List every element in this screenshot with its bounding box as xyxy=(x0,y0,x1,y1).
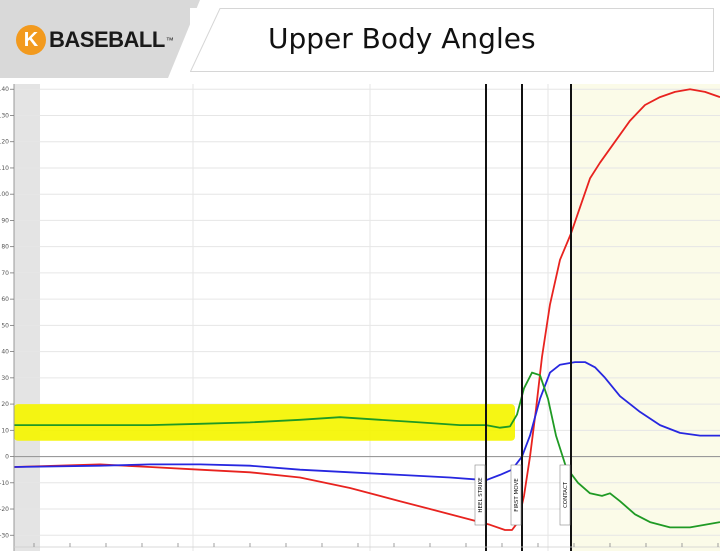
title-panel-frame xyxy=(190,8,714,72)
y-tick-label: 110 xyxy=(0,165,9,172)
chart: HEEL STRIKE FIRST MOVE CONTACT 140 130 120 11… xyxy=(0,84,720,551)
y-tick-label: 140 xyxy=(0,86,9,93)
event-marker-label-box xyxy=(510,464,522,526)
y-tick-label: -10 xyxy=(0,480,9,487)
y-tick-label: -20 xyxy=(0,506,9,513)
event-marker-label: HEEL STRIKE xyxy=(478,477,484,513)
y-tick-label: 0 xyxy=(5,454,9,461)
y-tick-label: 50 xyxy=(1,322,9,329)
logo-text: BASEBALL xyxy=(49,27,165,52)
y-tick-label: 120 xyxy=(0,139,9,146)
page-title: Upper Body Angles xyxy=(268,22,536,55)
y-tick-label: 90 xyxy=(1,217,9,224)
series-line-2 xyxy=(14,371,720,529)
y-tick-label: -30 xyxy=(0,532,9,539)
event-marker-label: CONTACT xyxy=(563,481,569,508)
logo-trademark: ™ xyxy=(165,35,174,45)
y-tick-label: 40 xyxy=(1,349,9,356)
event-marker-label: FIRST MOVE xyxy=(514,478,520,512)
y-tick-label: 10 xyxy=(1,427,9,434)
header: K BASEBALL ™ Upper Body Angles xyxy=(0,0,720,84)
y-tick-label: 60 xyxy=(1,296,9,303)
logo-k-badge: K xyxy=(16,25,46,55)
series-line-1 xyxy=(13,361,720,482)
event-marker-label-box xyxy=(474,464,486,526)
series-line-0 xyxy=(13,88,720,531)
left-band xyxy=(14,84,40,551)
y-tick-label: 80 xyxy=(1,244,9,251)
contact-region xyxy=(571,84,720,551)
logo: K BASEBALL ™ xyxy=(16,24,174,56)
event-marker-label-box xyxy=(559,464,571,526)
y-tick-label: 70 xyxy=(1,270,9,277)
y-tick-label: 100 xyxy=(0,191,9,198)
y-tick-label: 130 xyxy=(0,112,9,119)
y-tick-label: 30 xyxy=(1,375,9,382)
y-tick-label: 20 xyxy=(1,401,9,408)
title-panel: Upper Body Angles xyxy=(190,8,714,72)
